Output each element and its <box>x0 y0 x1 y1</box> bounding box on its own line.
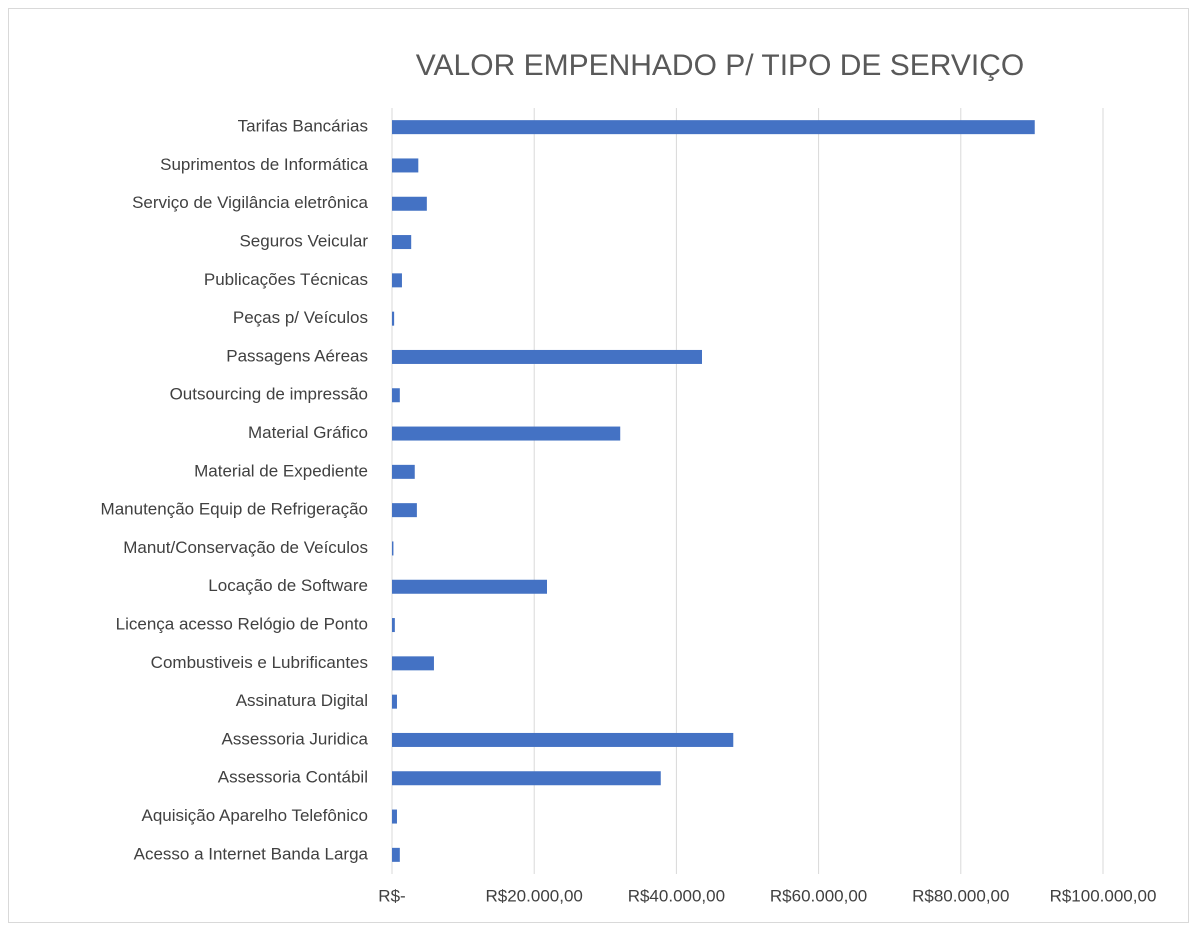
bar <box>392 618 395 633</box>
y-tick-label: Suprimentos de Informática <box>160 155 368 174</box>
y-tick-label: Passagens Aéreas <box>226 346 368 365</box>
y-tick-label: Seguros Veicular <box>239 232 368 251</box>
x-tick-label: R$60.000,00 <box>770 886 867 905</box>
bar <box>392 388 400 403</box>
y-tick-label: Assinatura Digital <box>236 691 368 710</box>
y-tick-label: Serviço de Vigilância eletrônica <box>132 193 368 212</box>
y-tick-label: Tarifas Bancárias <box>238 117 368 136</box>
y-tick-label: Acesso a Internet Banda Larga <box>134 844 369 863</box>
x-tick-label: R$- <box>378 886 405 905</box>
bar <box>392 235 412 250</box>
y-tick-label: Material de Expediente <box>194 461 368 480</box>
y-tick-label: Peças p/ Veículos <box>233 308 368 327</box>
bar <box>392 311 395 326</box>
x-tick-label: R$40.000,00 <box>628 886 725 905</box>
bar <box>392 579 547 594</box>
bar <box>392 809 397 824</box>
y-tick-label: Aquisição Aparelho Telefônico <box>141 806 368 825</box>
bar <box>392 273 402 288</box>
y-tick-label: Material Gráfico <box>248 423 368 442</box>
bar <box>392 464 415 479</box>
bar <box>392 694 397 709</box>
y-tick-label: Combustiveis e Lubrificantes <box>151 653 368 672</box>
x-tick-label: R$100.000,00 <box>1050 886 1157 905</box>
y-tick-label: Manut/Conservação de Veículos <box>123 538 368 557</box>
bar <box>392 771 661 786</box>
x-tick-label: R$80.000,00 <box>912 886 1009 905</box>
bar <box>392 732 734 747</box>
y-tick-label: Manutenção Equip de Refrigeração <box>101 500 368 519</box>
y-tick-label: Assessoria Contábil <box>218 768 368 787</box>
bar <box>392 120 1035 135</box>
y-tick-label: Licença acesso Relógio de Ponto <box>116 615 368 634</box>
chart-title: VALOR EMPENHADO P/ TIPO DE SERVIÇO <box>416 49 1024 82</box>
x-tick-label: R$20.000,00 <box>486 886 583 905</box>
y-tick-label: Assessoria Juridica <box>222 729 369 748</box>
y-tick-label: Publicações Técnicas <box>204 270 368 289</box>
bar <box>392 541 394 556</box>
bar <box>392 426 621 441</box>
y-tick-label: Locação de Software <box>208 576 368 595</box>
bar <box>392 847 400 862</box>
bar <box>392 158 419 173</box>
chart-frame <box>8 8 1189 923</box>
bar <box>392 503 417 518</box>
bar <box>392 656 434 671</box>
y-tick-label: Outsourcing de impressão <box>170 385 368 404</box>
bar <box>392 349 702 364</box>
bar <box>392 196 427 211</box>
